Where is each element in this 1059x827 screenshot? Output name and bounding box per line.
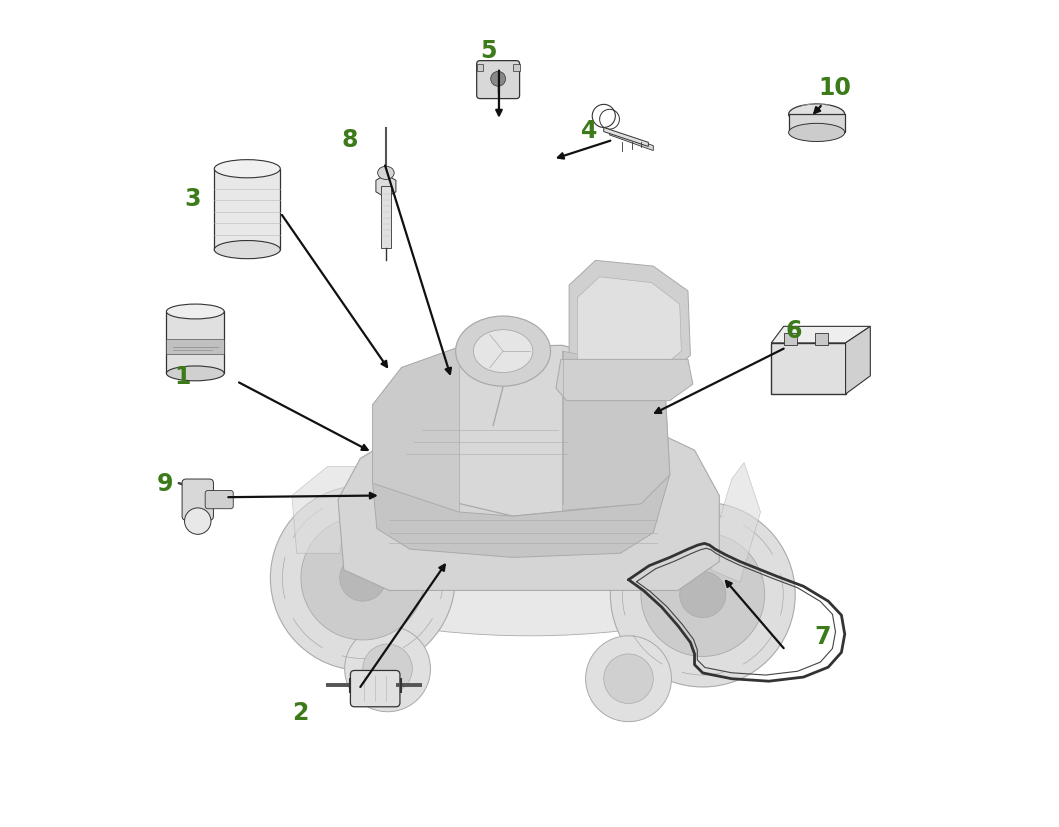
FancyBboxPatch shape [182,480,214,521]
FancyBboxPatch shape [351,671,400,707]
Polygon shape [604,128,648,147]
Text: 4: 4 [580,119,597,143]
Circle shape [270,486,455,671]
Text: 10: 10 [819,76,851,100]
Polygon shape [711,463,760,582]
Polygon shape [292,467,364,553]
Circle shape [363,644,412,694]
FancyBboxPatch shape [477,61,520,99]
Text: 9: 9 [157,471,173,495]
Ellipse shape [214,241,281,260]
Ellipse shape [166,366,225,381]
Circle shape [680,571,725,618]
Text: 6: 6 [786,319,802,343]
FancyBboxPatch shape [513,65,520,71]
Text: 7: 7 [814,624,830,648]
Polygon shape [771,327,870,343]
Text: 8: 8 [341,128,358,152]
FancyBboxPatch shape [381,187,391,249]
Polygon shape [569,261,690,376]
Circle shape [184,509,211,535]
Circle shape [344,626,430,712]
Ellipse shape [789,105,845,126]
Circle shape [340,555,385,601]
FancyBboxPatch shape [789,115,845,133]
Ellipse shape [166,304,225,319]
FancyBboxPatch shape [477,65,483,71]
Polygon shape [376,175,396,198]
FancyBboxPatch shape [771,343,845,394]
Ellipse shape [290,504,769,636]
Circle shape [586,636,671,722]
FancyBboxPatch shape [214,170,281,251]
FancyBboxPatch shape [166,339,225,354]
Polygon shape [373,476,669,557]
Text: 5: 5 [480,39,497,63]
Text: 1: 1 [175,365,191,389]
Circle shape [641,533,765,657]
FancyBboxPatch shape [815,333,828,345]
Ellipse shape [378,167,394,180]
FancyBboxPatch shape [784,333,796,345]
Polygon shape [610,131,653,151]
Text: 2: 2 [292,700,308,724]
Text: 3: 3 [184,187,201,211]
Polygon shape [373,346,669,517]
Polygon shape [562,351,669,511]
Polygon shape [577,278,681,368]
Ellipse shape [789,124,845,142]
Ellipse shape [214,160,281,179]
Polygon shape [373,347,460,513]
Ellipse shape [455,317,551,387]
Polygon shape [845,327,870,394]
Polygon shape [556,360,693,401]
Circle shape [490,72,505,87]
Circle shape [610,503,795,687]
Circle shape [604,654,653,704]
Polygon shape [338,409,719,590]
Ellipse shape [473,330,533,373]
Circle shape [301,517,425,640]
FancyBboxPatch shape [205,491,233,509]
FancyBboxPatch shape [166,312,225,374]
